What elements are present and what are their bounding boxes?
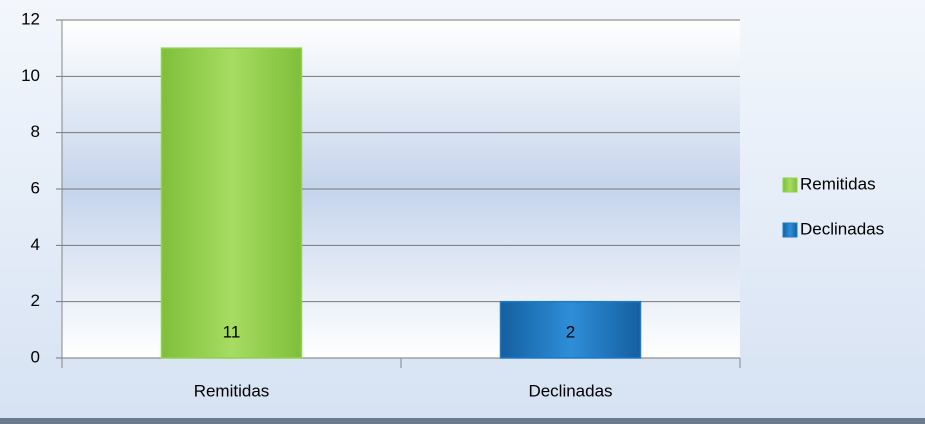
bar [499, 300, 642, 359]
y-tick-label: 0 [31, 347, 40, 366]
legend-label: Remitidas [800, 174, 876, 193]
chart-layer: 0 2 4 6 8 10 12 Remitidas 11 Declinadas 2 Remitidas… [21, 9, 884, 400]
data-label: 2 [566, 322, 575, 341]
y-tick-label: 12 [21, 9, 40, 28]
y-tick-label: 6 [31, 178, 40, 197]
frame-edge [0, 418, 925, 424]
legend-swatch [782, 222, 798, 238]
y-tick-label: 10 [21, 66, 40, 85]
y-tick-label: 4 [31, 235, 40, 254]
y-tick-label: 2 [31, 291, 40, 310]
legend-label: Declinadas [800, 219, 884, 238]
legend-swatch [782, 177, 798, 193]
data-label: 11 [223, 322, 241, 341]
y-tick-label: 8 [31, 122, 40, 141]
x-tick-label: Remitidas [194, 381, 270, 400]
bar [160, 47, 303, 359]
x-tick-label: Declinadas [528, 381, 612, 400]
